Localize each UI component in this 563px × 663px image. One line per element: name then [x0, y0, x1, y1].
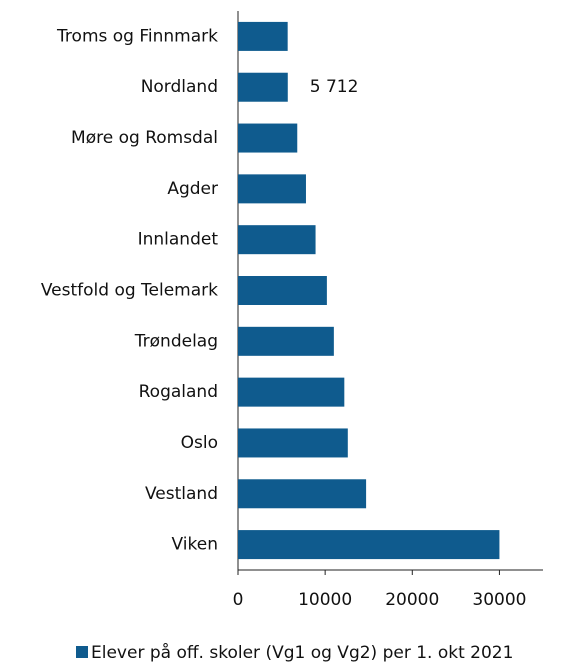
- bar: [238, 479, 367, 509]
- x-tick-label: 0: [233, 590, 244, 610]
- y-tick-label: Trøndelag: [134, 331, 218, 351]
- legend-label: Elever på off. skoler (Vg1 og Vg2) per 1…: [91, 642, 513, 663]
- y-tick-label: Vestfold og Telemark: [41, 281, 218, 301]
- y-tick-label: Nordland: [141, 77, 218, 97]
- legend-swatch: [76, 646, 88, 658]
- data-label: 5 712: [310, 77, 359, 97]
- x-tick-label: 30000: [472, 590, 526, 610]
- y-tick-label: Agder: [167, 179, 218, 199]
- y-tick-label: Troms og Finnmark: [56, 26, 218, 46]
- x-tick-label: 20000: [385, 590, 439, 610]
- bar: [238, 530, 500, 560]
- y-tick-label: Viken: [172, 535, 218, 555]
- y-tick-label: Innlandet: [138, 230, 219, 250]
- bar: [238, 174, 306, 204]
- y-tick-label: Møre og Romsdal: [71, 128, 218, 148]
- x-tick-label: 10000: [298, 590, 352, 610]
- y-tick-label: Rogaland: [139, 382, 218, 402]
- bar: [238, 72, 288, 102]
- bar: [238, 225, 316, 255]
- bar: [238, 428, 348, 458]
- bar: [238, 21, 288, 51]
- y-tick-label: Vestland: [145, 484, 218, 504]
- bar: [238, 377, 345, 407]
- y-tick-label: Oslo: [181, 433, 218, 453]
- bar: [238, 123, 298, 153]
- bar: [238, 326, 334, 356]
- bar: [238, 276, 327, 305]
